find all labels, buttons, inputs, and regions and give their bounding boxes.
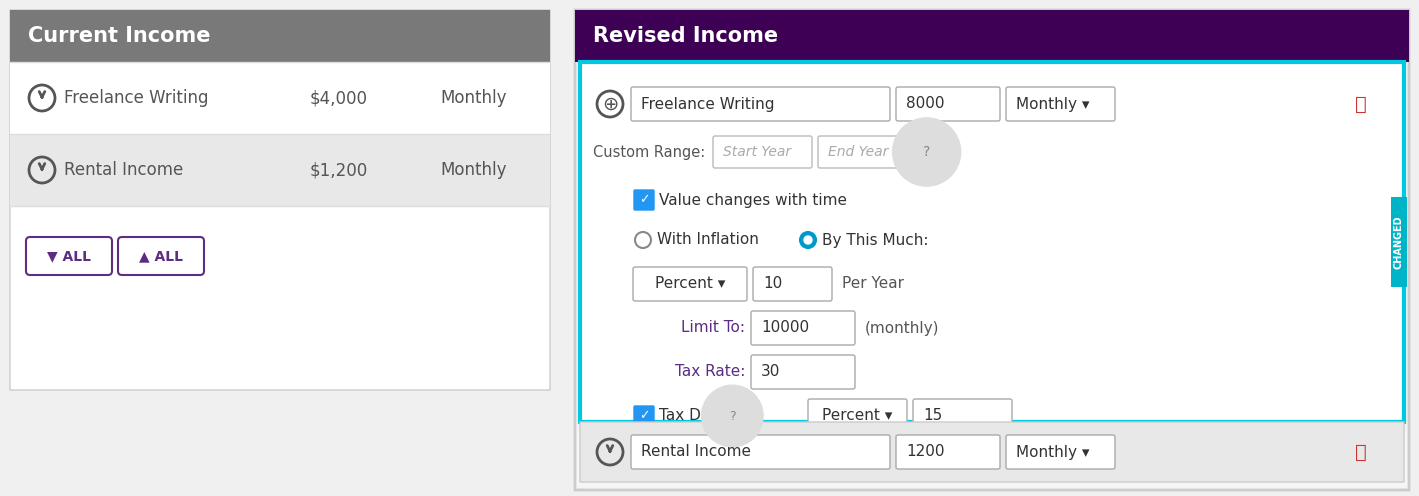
Text: End Year: End Year [829,145,888,159]
Text: Rental Income: Rental Income [641,444,751,459]
FancyBboxPatch shape [10,10,551,390]
Text: Rental Income: Rental Income [64,161,183,179]
Text: Freelance Writing: Freelance Writing [64,89,209,107]
Text: ?: ? [729,410,735,423]
Text: Freelance Writing: Freelance Writing [641,97,775,112]
Text: Tax Rate:: Tax Rate: [674,365,745,379]
Text: Value changes with time: Value changes with time [658,192,847,207]
FancyBboxPatch shape [10,62,551,134]
Text: Per Year: Per Year [841,276,904,292]
Text: By This Much:: By This Much: [822,233,928,248]
Text: 10: 10 [763,276,782,292]
Text: 8000: 8000 [905,97,945,112]
Text: Current Income: Current Income [28,26,210,46]
FancyBboxPatch shape [631,435,890,469]
Text: 15: 15 [922,409,942,424]
FancyBboxPatch shape [817,136,917,168]
Circle shape [800,232,816,248]
Text: 🗑: 🗑 [1355,95,1366,114]
FancyBboxPatch shape [10,10,551,62]
Text: Tax Defer: Tax Defer [658,409,732,424]
FancyBboxPatch shape [580,62,1403,422]
FancyBboxPatch shape [895,435,1000,469]
Text: Monthly: Monthly [440,89,507,107]
FancyBboxPatch shape [751,355,856,389]
Text: Limit To:: Limit To: [681,320,745,335]
Text: CHANGED: CHANGED [1393,215,1403,269]
Text: 🗑: 🗑 [1355,442,1366,461]
FancyBboxPatch shape [807,399,907,433]
Text: Start Year: Start Year [724,145,792,159]
Text: ▲ ALL: ▲ ALL [139,249,183,263]
FancyBboxPatch shape [751,311,856,345]
Text: 10000: 10000 [761,320,809,335]
FancyBboxPatch shape [631,87,890,121]
FancyBboxPatch shape [1391,197,1408,287]
FancyBboxPatch shape [712,136,812,168]
FancyBboxPatch shape [634,406,654,426]
FancyBboxPatch shape [895,87,1000,121]
Text: 1200: 1200 [905,444,945,459]
Text: ?: ? [922,145,931,159]
FancyBboxPatch shape [10,134,551,206]
FancyBboxPatch shape [633,267,746,301]
FancyBboxPatch shape [753,267,832,301]
FancyBboxPatch shape [118,237,204,275]
Text: Monthly: Monthly [440,161,507,179]
FancyBboxPatch shape [1006,435,1115,469]
Text: ✓: ✓ [639,410,650,423]
Text: ▼ ALL: ▼ ALL [47,249,91,263]
Text: ⊕: ⊕ [602,95,619,114]
FancyBboxPatch shape [580,422,1403,482]
Text: Custom Range:: Custom Range: [593,144,705,160]
FancyBboxPatch shape [912,399,1012,433]
Text: Percent ▾: Percent ▾ [654,276,725,292]
Text: Monthly ▾: Monthly ▾ [1016,444,1090,459]
FancyBboxPatch shape [634,190,654,210]
Text: $1,200: $1,200 [309,161,369,179]
FancyBboxPatch shape [575,10,1409,490]
Circle shape [805,236,812,244]
Text: (monthly): (monthly) [866,320,939,335]
FancyBboxPatch shape [26,237,112,275]
Text: 30: 30 [761,365,780,379]
FancyBboxPatch shape [575,10,1409,62]
Text: With Inflation: With Inflation [657,233,759,248]
Text: $4,000: $4,000 [309,89,368,107]
Text: ✓: ✓ [639,193,650,206]
Text: Monthly ▾: Monthly ▾ [1016,97,1090,112]
Text: Percent ▾: Percent ▾ [823,409,893,424]
FancyBboxPatch shape [1006,87,1115,121]
Text: Revised Income: Revised Income [593,26,778,46]
